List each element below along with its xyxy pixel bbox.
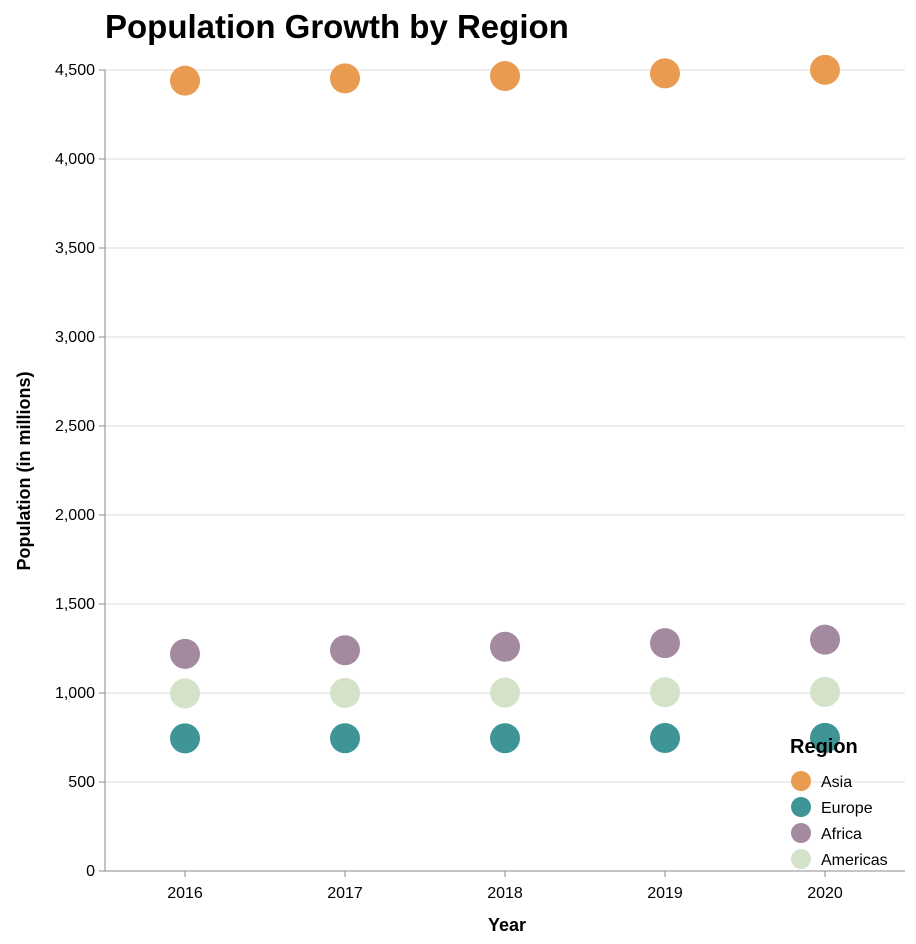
data-point-americas <box>490 677 520 708</box>
chart-title: Population Growth by Region <box>105 8 569 45</box>
data-point-europe <box>170 723 200 754</box>
legend-symbol-asia <box>791 771 811 791</box>
x-axis-title: Year <box>488 915 526 935</box>
data-point-asia <box>810 54 840 85</box>
legend: Region Asia Europe Africa Americas <box>790 736 888 869</box>
legend-label-europe: Europe <box>821 800 873 817</box>
legend-label-africa: Africa <box>821 826 862 843</box>
legend-label-asia: Asia <box>821 774 852 791</box>
data-point-africa <box>330 635 360 666</box>
data-point-africa <box>490 631 520 662</box>
data-point-africa <box>810 624 840 655</box>
y-tick-label: 2,000 <box>55 507 95 524</box>
data-point-asia <box>170 65 200 96</box>
y-axis-title: Population (in millions) <box>14 372 34 571</box>
legend-label-americas: Americas <box>821 852 888 869</box>
legend-symbol-europe <box>791 797 811 817</box>
data-point-asia <box>330 63 360 94</box>
legend-symbol-africa <box>791 823 811 843</box>
y-tick-label: 500 <box>68 774 95 791</box>
y-tick-label: 2,500 <box>55 418 95 435</box>
data-point-europe <box>490 723 520 754</box>
y-tick-label: 1,500 <box>55 596 95 613</box>
x-tick-label: 2019 <box>647 885 683 902</box>
y-tick-label: 0 <box>86 863 95 880</box>
y-tick-label: 3,000 <box>55 329 95 346</box>
y-tick-label: 4,500 <box>55 62 95 79</box>
data-point-europe <box>810 722 840 753</box>
y-tick-label: 4,000 <box>55 151 95 168</box>
data-point-americas <box>170 678 200 709</box>
data-point-africa <box>170 638 200 669</box>
data-point-europe <box>330 723 360 754</box>
data-point-europe <box>650 723 680 754</box>
data-point-asia <box>650 58 680 89</box>
data-point-asia <box>490 61 520 92</box>
data-point-africa <box>650 628 680 659</box>
x-tick-label: 2020 <box>807 885 843 902</box>
data-points <box>170 54 840 754</box>
data-point-americas <box>330 678 360 708</box>
x-tick-label: 2018 <box>487 885 523 902</box>
legend-title: Region <box>790 736 858 758</box>
x-tick-label: 2017 <box>327 885 363 902</box>
gridlines <box>105 69 905 872</box>
y-tick-label: 1,000 <box>55 685 95 702</box>
legend-symbol-americas <box>791 849 811 869</box>
data-point-americas <box>650 677 680 708</box>
data-point-americas <box>810 676 840 707</box>
axes: 0 500 1,000 1,500 2,000 2,500 3,000 3,500 4,000 4… <box>55 62 905 902</box>
x-tick-label: 2016 <box>167 885 203 902</box>
y-tick-label: 3,500 <box>55 240 95 257</box>
